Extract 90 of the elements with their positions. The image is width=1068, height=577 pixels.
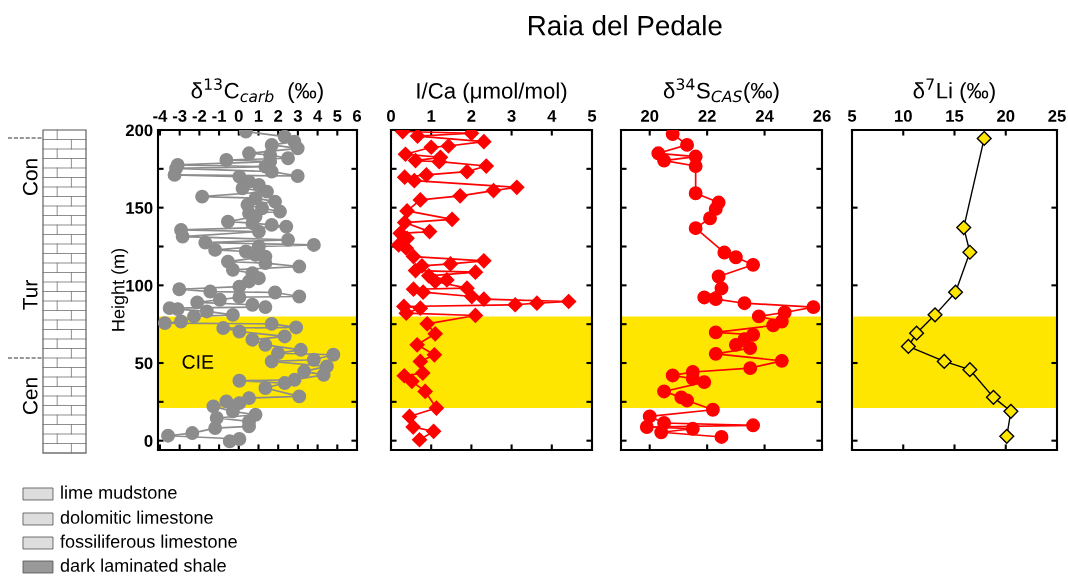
x-tick-label: 6: [352, 110, 362, 122]
point: [685, 421, 700, 436]
x-tick-label: 0: [387, 110, 395, 122]
point: [711, 269, 726, 284]
text: dolomitic limestone: [60, 510, 213, 524]
annotation: CIE: [182, 355, 214, 369]
x-tick-label: 1: [427, 110, 436, 122]
point: [985, 389, 1002, 405]
point: [665, 368, 680, 383]
text: fossiliferous limestone: [60, 534, 237, 548]
x-tick-label: 15: [946, 110, 964, 122]
point: [947, 284, 964, 300]
x-tick-label: 26: [813, 110, 831, 122]
point: [1003, 403, 1019, 419]
point: [746, 418, 761, 433]
text: Con: [22, 159, 38, 196]
point: [688, 221, 703, 236]
text: lime mudstone: [61, 485, 177, 499]
point: [774, 353, 789, 368]
x-tick-label: -3: [172, 110, 187, 122]
point: [657, 384, 672, 399]
point: [703, 211, 717, 226]
point: [657, 153, 672, 168]
point: [688, 186, 703, 201]
x-tick-label: -2: [192, 110, 207, 122]
point: [806, 300, 821, 315]
point: [680, 393, 694, 408]
point: [766, 318, 781, 333]
point: [639, 420, 654, 434]
point: [999, 428, 1015, 444]
point: [688, 159, 703, 173]
y-tick-label: 0: [144, 435, 153, 447]
x-tick-label: 2: [467, 110, 476, 122]
x-tick-label: 1: [254, 110, 263, 122]
point: [751, 309, 766, 324]
point: [909, 325, 925, 341]
x-tick-label: 22: [698, 110, 716, 122]
x-tick-label: 5: [333, 110, 342, 122]
x-tick-label: -4: [153, 110, 168, 122]
point: [737, 296, 752, 311]
y-tick-label: 100: [126, 279, 153, 292]
x-tick-label: 5: [587, 110, 597, 122]
x-tick-label: 24: [755, 110, 774, 122]
point: [708, 292, 723, 307]
point: [743, 361, 758, 376]
x-tick-label: 0: [234, 110, 243, 122]
x-axis-title: I/Ca (μmol/mol): [417, 82, 567, 104]
point: [956, 219, 972, 236]
x-tick-label: 3: [507, 110, 516, 122]
point: [714, 430, 729, 444]
point: [714, 281, 729, 296]
text: Cen: [22, 378, 38, 415]
chart-title: Raia del Pedale: [529, 15, 722, 36]
point: [746, 257, 761, 272]
x-tick-label: 25: [1048, 110, 1066, 122]
point: [728, 250, 743, 265]
x-tick-label: 4: [313, 110, 323, 122]
x-tick-label: 3: [293, 110, 302, 122]
text: dark laminated shale: [60, 558, 226, 572]
y-tick-label: 50: [135, 357, 153, 370]
point: [743, 341, 758, 356]
point: [717, 245, 732, 260]
x-tick-label: 20: [997, 110, 1015, 122]
point: [962, 244, 978, 260]
point: [936, 353, 952, 370]
text: Tur: [23, 280, 38, 310]
point: [665, 130, 680, 141]
x-tick-label: -1: [212, 110, 227, 122]
point: [962, 362, 978, 378]
point: [976, 130, 992, 146]
point: [708, 346, 723, 361]
y-tick-label: 150: [126, 202, 153, 214]
x-axis-title: δ$^{13}$C$_{carb}$ (‰): [191, 78, 323, 103]
x-axis-title: δ$^{34}$S$_{CAS}$(‰): [663, 78, 779, 103]
x-tick-label: 4: [547, 110, 557, 122]
point: [708, 325, 723, 340]
y-tick-label: 200: [125, 124, 153, 137]
x-axis-title: δ$^{7}$Li (‰): [913, 78, 995, 103]
point: [697, 375, 712, 390]
x-tick-label: 20: [641, 110, 659, 122]
y-axis-title: Height (m): [111, 248, 129, 331]
point: [680, 137, 694, 152]
point: [654, 425, 669, 440]
point: [705, 402, 720, 417]
point: [900, 338, 916, 354]
point: [728, 337, 743, 352]
point: [927, 307, 943, 323]
x-tick-label: 10: [895, 110, 912, 122]
x-tick-label: 2: [274, 110, 283, 122]
x-tick-label: 5: [847, 110, 857, 122]
